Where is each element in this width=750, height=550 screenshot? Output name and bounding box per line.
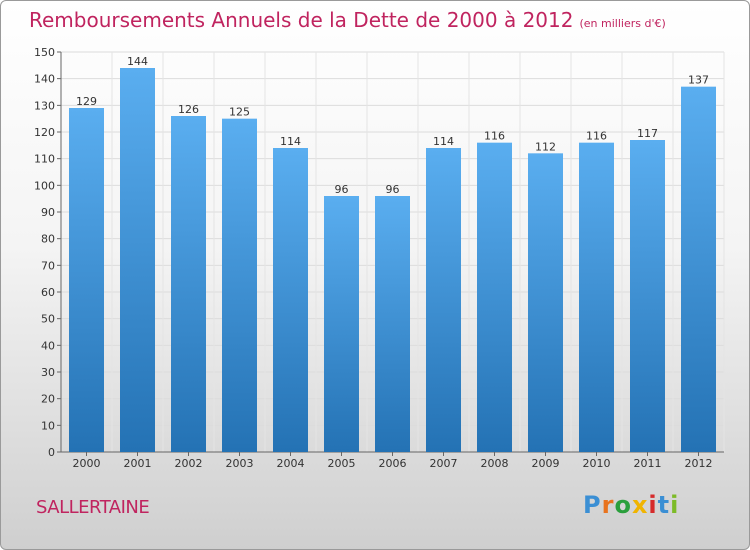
y-tick-label: 70 [41,259,55,272]
y-tick-label: 140 [34,73,55,86]
commune-name: SALLERTAINE [36,497,150,518]
x-tick-label: 2001 [124,457,152,470]
bar [375,196,410,452]
y-tick-label: 110 [34,153,55,166]
x-tick-label: 2007 [430,457,458,470]
bar [120,68,155,452]
data-label: 112 [535,140,556,153]
x-tick-label: 2005 [328,457,356,470]
x-tick-label: 2004 [277,457,305,470]
x-tick-label: 2006 [379,457,407,470]
data-label: 116 [484,130,505,143]
data-label: 137 [688,74,709,87]
y-tick-label: 40 [41,339,55,352]
x-tick-label: 2012 [685,457,713,470]
y-tick-label: 120 [34,126,55,139]
y-tick-label: 130 [34,99,55,112]
bar [69,108,104,452]
bar [681,86,716,453]
bar [171,116,206,452]
y-tick-label: 60 [41,286,55,299]
y-tick-label: 150 [34,46,55,59]
data-label: 96 [335,183,349,196]
bar [222,118,257,453]
chart-subtitle: (en milliers d'€) [579,17,666,30]
bars [69,68,716,453]
y-tick-label: 10 [41,419,55,432]
data-label: 116 [586,130,607,143]
x-tick-label: 2003 [226,457,254,470]
proxiti-logo: Proxiti [583,491,680,519]
y-tick-label: 90 [41,206,55,219]
x-tick-label: 2009 [532,457,560,470]
labels: 0 10 20 30 40 50 60 70 80 90 100 110 120 130 140 150 129… [34,46,713,470]
bar [630,140,665,452]
bar [528,153,563,453]
x-tick-label: 2008 [481,457,509,470]
bar [273,148,308,452]
x-tick-label: 2002 [175,457,203,470]
y-tick-label: 30 [41,366,55,379]
y-tick-label: 100 [34,179,55,192]
x-tick-label: 2000 [73,457,101,470]
data-label: 125 [229,106,250,119]
data-label: 144 [127,55,148,68]
x-tick-label: 2010 [583,457,611,470]
data-label: 117 [637,127,658,140]
data-label: 96 [386,183,400,196]
data-label: 114 [433,135,454,148]
x-tick-label: 2011 [634,457,662,470]
y-tick-label: 0 [48,446,55,459]
data-label: 114 [280,135,301,148]
y-tick-label: 20 [41,393,55,406]
bar [426,148,461,452]
data-label: 126 [178,103,199,116]
bar [579,142,614,452]
data-label: 129 [76,95,97,108]
y-tick-label: 80 [41,233,55,246]
bar [324,196,359,452]
bar [477,142,512,452]
chart-title: Remboursements Annuels de la Dette de 20… [29,8,666,32]
y-tick-label: 50 [41,313,55,326]
